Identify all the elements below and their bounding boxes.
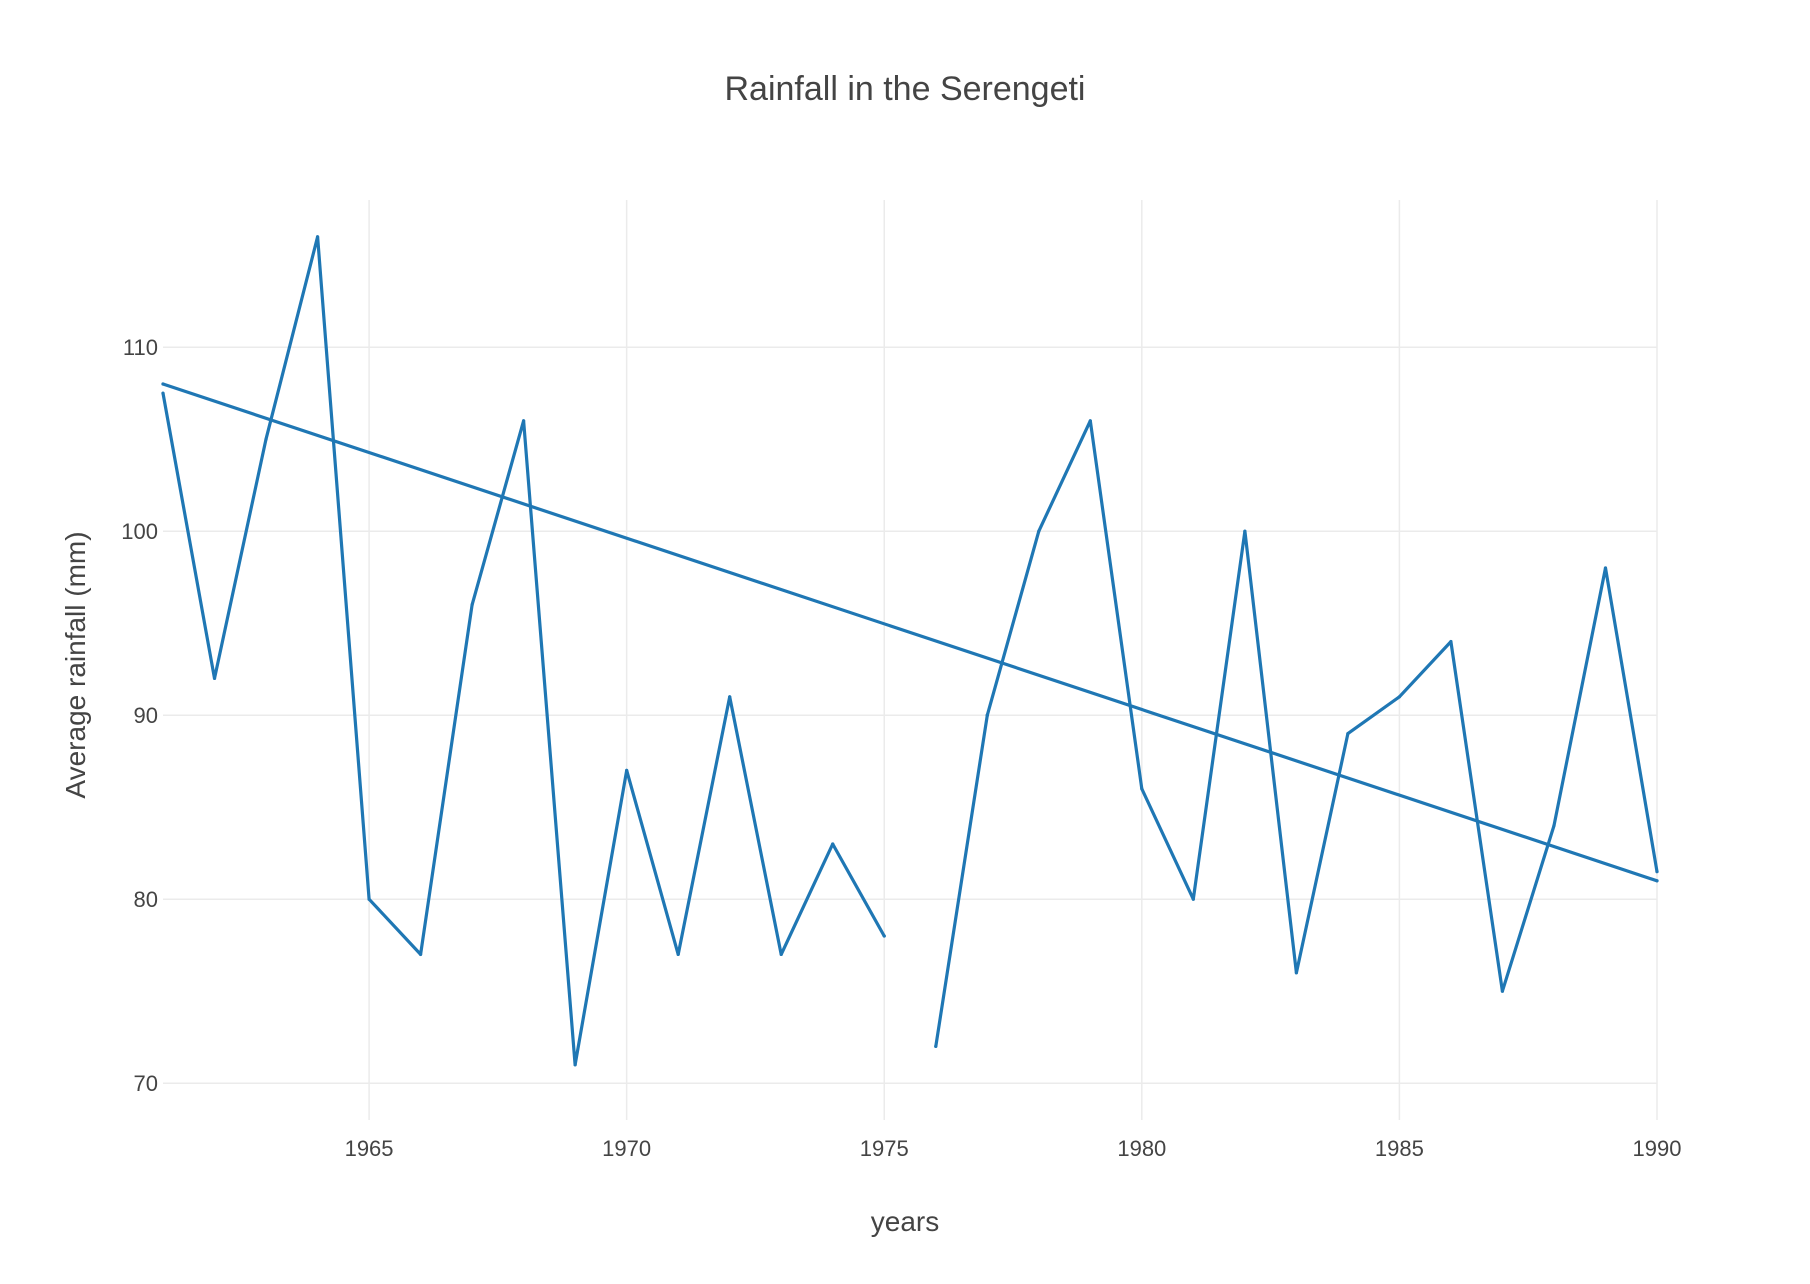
- data-point: [934, 1044, 938, 1048]
- data-point: [1243, 529, 1247, 533]
- data-point: [1140, 787, 1144, 791]
- data-point: [882, 934, 886, 938]
- data-point: [418, 952, 423, 957]
- data-point: [1449, 640, 1453, 644]
- grid-layer: [163, 200, 1658, 1120]
- data-point: [1603, 566, 1608, 570]
- data-point: [1397, 695, 1402, 699]
- series-line-1-0: [934, 713, 989, 1049]
- data-point: [161, 391, 165, 395]
- data-point: [1037, 529, 1041, 533]
- series-line-0-1: [985, 419, 1659, 993]
- y-axis-title: Average rainfall (mm): [60, 531, 91, 798]
- y-tick-label: 80: [134, 887, 158, 912]
- data-point: [1346, 732, 1350, 736]
- series-line-2-0: [161, 382, 1659, 883]
- data-point: [1655, 879, 1659, 883]
- x-axis-title: years: [871, 1206, 939, 1237]
- data-point: [779, 952, 783, 957]
- data-point: [573, 1063, 577, 1067]
- data-point: [315, 235, 320, 239]
- data-point: [1088, 419, 1092, 423]
- data-point: [470, 603, 474, 607]
- x-tick-label: 1980: [1117, 1136, 1166, 1161]
- x-tick-label: 1985: [1375, 1136, 1424, 1161]
- x-tick-label: 1965: [345, 1136, 394, 1161]
- data-point: [676, 952, 680, 957]
- data-point: [161, 382, 165, 386]
- data-point: [1294, 971, 1298, 975]
- y-tick-label: 90: [134, 703, 158, 728]
- data-point: [985, 713, 989, 717]
- series-layer: [161, 235, 1659, 1067]
- tick-layer: 1965 1970 1975 1980 1985 1990 70 80 90 100 110: [121, 335, 1681, 1161]
- y-tick-label: 70: [134, 1071, 158, 1096]
- x-tick-label: 1990: [1633, 1136, 1682, 1161]
- data-point: [1552, 824, 1556, 828]
- data-point: [1500, 989, 1505, 993]
- data-point: [1655, 870, 1659, 874]
- data-point: [1191, 897, 1195, 901]
- data-point: [367, 897, 371, 901]
- data-point: [264, 437, 268, 441]
- x-tick-label: 1970: [602, 1136, 651, 1161]
- data-point: [212, 676, 217, 681]
- y-tick-label: 100: [121, 519, 158, 544]
- x-tick-label: 1975: [860, 1136, 909, 1161]
- data-point: [625, 768, 629, 773]
- y-tick-label: 110: [123, 335, 158, 360]
- data-point: [831, 842, 835, 846]
- chart-title: Rainfall in the Serengeti: [724, 70, 1085, 108]
- series-line-0-0: [161, 235, 886, 1067]
- data-point: [522, 419, 526, 423]
- data-point: [728, 695, 732, 699]
